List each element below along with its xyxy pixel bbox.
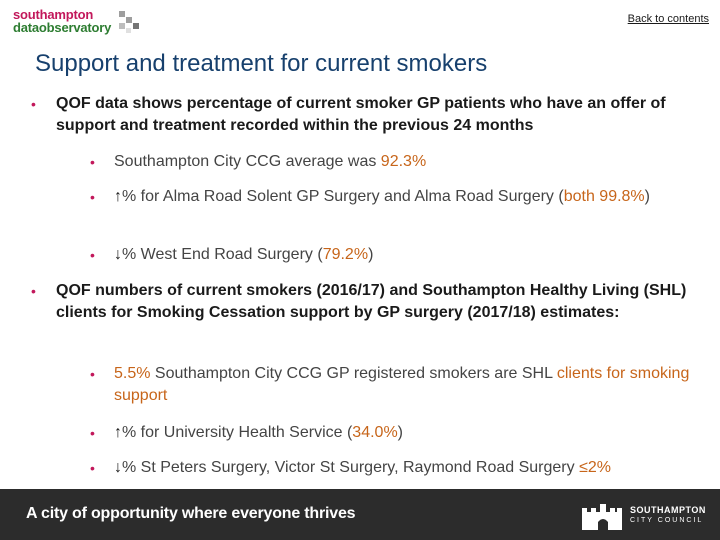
up-arrow-icon: ↑	[114, 424, 122, 441]
southampton-city-council-logo: SOUTHAMPTON CITY COUNCIL	[576, 498, 716, 534]
shl-percent-value: 5.5%	[114, 365, 151, 382]
council-subtitle: CITY COUNCIL	[630, 517, 704, 524]
university-end: )	[397, 424, 403, 441]
ccg-average-text: Southampton City CCG average was	[114, 153, 381, 170]
alma-road-text: % for Alma Road Solent GP Surgery and Al…	[122, 188, 564, 205]
bullet-qof-offer-support: QOF data shows percentage of current smo…	[56, 95, 666, 134]
university-text: % for University Health Service (	[122, 424, 353, 441]
down-arrow-icon: ↓	[114, 246, 122, 263]
bullet-dot: •	[31, 283, 36, 299]
west-end-end: )	[368, 246, 374, 263]
bullet-shl-clients: 5.5% Southampton City CCG GP registered …	[114, 363, 704, 407]
ccg-average-value: 92.3%	[380, 153, 427, 170]
bullet-st-peters: ↓% St Peters Surgery, Victor St Surgery,…	[114, 457, 714, 479]
bullet-dot: •	[90, 247, 95, 263]
back-to-contents-link[interactable]: Back to contents	[627, 13, 709, 25]
bullet-dot: •	[31, 96, 36, 112]
logo-line-southampton: southampton	[13, 7, 94, 22]
bullet-dot: •	[90, 189, 95, 205]
alma-road-end: )	[644, 188, 650, 205]
bullet-dot: •	[90, 460, 95, 476]
bullet-dot: •	[90, 154, 95, 170]
up-arrow-icon: ↑	[114, 188, 122, 205]
castle-icon	[582, 504, 622, 530]
southampton-data-observatory-logo: southampton dataobservatory	[13, 7, 139, 37]
shl-text: Southampton City CCG GP registered smoke…	[150, 365, 557, 382]
bullet-west-end-road: ↓% West End Road Surgery (79.2%)	[114, 244, 704, 266]
down-arrow-icon: ↓	[114, 459, 122, 476]
st-peters-value: ≤2%	[579, 459, 611, 476]
footer-tagline: A city of opportunity where everyone thr…	[26, 505, 356, 522]
west-end-text: % West End Road Surgery (	[122, 246, 323, 263]
st-peters-text: % St Peters Surgery, Victor St Surgery, …	[122, 459, 580, 476]
footer-bar: A city of opportunity where everyone thr…	[0, 489, 720, 540]
bullet-dot: •	[90, 366, 95, 382]
west-end-value: 79.2%	[322, 246, 369, 263]
bullet-dot: •	[90, 425, 95, 441]
council-name: SOUTHAMPTON	[630, 505, 706, 515]
bullet-ccg-average: Southampton City CCG average was 92.3%	[114, 151, 704, 173]
bullet-qof-numbers-shl: QOF numbers of current smokers (2016/17)…	[56, 282, 687, 321]
logo-line-dataobservatory: dataobservatory	[13, 20, 112, 35]
page-title: Support and treatment for current smoker…	[35, 50, 488, 77]
logo-mark-icon	[119, 11, 139, 33]
bullet-alma-road: ↑% for Alma Road Solent GP Surgery and A…	[114, 186, 674, 208]
university-value: 34.0%	[352, 424, 398, 441]
shl-clients-highlight: clients for smoking support	[114, 365, 690, 404]
bullet-university-health: ↑% for University Health Service (34.0%)	[114, 422, 704, 444]
alma-road-value: both 99.8%	[563, 188, 645, 205]
